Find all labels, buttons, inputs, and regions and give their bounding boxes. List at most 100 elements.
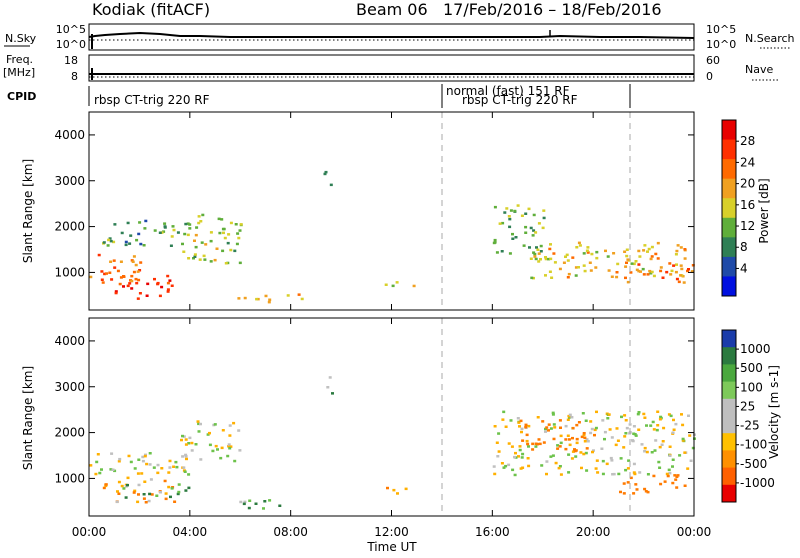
heatmap-cell — [202, 254, 206, 258]
heatmap-cell — [109, 239, 113, 243]
heatmap-cell — [126, 284, 130, 288]
heatmap-cell — [180, 438, 183, 442]
heatmap-cell — [656, 424, 660, 427]
heatmap-cell — [595, 410, 598, 414]
heatmap-cell — [537, 260, 541, 263]
heatmap-cell — [493, 425, 497, 428]
heatmap-cell — [691, 264, 695, 267]
heatmap-cell — [132, 255, 136, 258]
heatmap-cell — [659, 269, 663, 273]
heatmap-cell — [149, 478, 153, 481]
heatmap-cell — [228, 447, 232, 450]
heatmap-cell — [534, 257, 538, 261]
heatmap-cell — [675, 475, 679, 478]
heatmap-cell — [160, 467, 164, 470]
heatmap-cell — [643, 450, 647, 453]
heatmap-cell — [529, 226, 533, 230]
heatmap-cell — [190, 441, 194, 445]
heatmap-cell — [221, 227, 225, 231]
colorbar-tick-label: -500 — [740, 457, 767, 471]
heatmap-cell — [674, 422, 678, 426]
colorbar-swatch — [722, 217, 736, 238]
heatmap-cell — [672, 418, 675, 422]
heatmap-cell — [593, 428, 597, 432]
heatmap-cell — [559, 426, 562, 429]
colorbar-tick-label: -100 — [740, 438, 767, 452]
heatmap-cell — [162, 230, 166, 233]
heatmap-cell — [571, 256, 575, 259]
heatmap-cell — [634, 434, 638, 437]
heatmap-cell — [567, 471, 571, 474]
heatmap-cell — [183, 232, 187, 236]
heatmap-cell — [112, 240, 116, 244]
heatmap-cell — [201, 213, 205, 217]
heatmap-cell — [633, 472, 637, 476]
heatmap-cell — [668, 471, 672, 475]
heatmap-cell — [550, 276, 554, 279]
heatmap-cell — [412, 284, 416, 288]
freq-left-tick-bottom: 8 — [71, 70, 78, 83]
heatmap-cell — [118, 457, 122, 461]
heatmap-cell — [177, 490, 181, 494]
heatmap-cell — [507, 442, 511, 445]
heatmap-cell — [652, 474, 656, 478]
heatmap-cell — [116, 490, 119, 493]
heatmap-cell — [683, 257, 687, 260]
heatmap-cell — [544, 274, 547, 277]
heatmap-cell — [675, 486, 679, 489]
heatmap-cell — [513, 455, 516, 459]
heatmap-cell — [323, 172, 327, 176]
heatmap-cell — [221, 249, 225, 253]
heatmap-cell — [171, 225, 175, 228]
colorbar-swatch — [722, 178, 736, 199]
heatmap-cell — [549, 243, 552, 246]
heatmap-cell — [544, 430, 547, 433]
heatmap-cell — [586, 440, 590, 443]
heatmap-cell — [166, 281, 170, 285]
heatmap-cell — [577, 241, 581, 245]
heatmap-cell — [532, 276, 535, 280]
heatmap-cell — [524, 425, 528, 429]
heatmap-cell — [229, 445, 233, 448]
heatmap-cell — [168, 279, 172, 282]
heatmap-cell — [594, 426, 598, 430]
colorbar-tick-label: 1000 — [740, 342, 771, 356]
heatmap-cell — [658, 418, 662, 421]
cpid-segment-3: rbsp CT-trig 220 RF — [462, 93, 578, 107]
heatmap-cell — [615, 275, 619, 279]
heatmap-cell — [658, 445, 662, 449]
heatmap-cell — [659, 482, 663, 486]
heatmap-cell — [522, 244, 526, 247]
heatmap-cell — [503, 211, 507, 214]
heatmap-cell — [395, 281, 399, 284]
heatmap-cell — [126, 483, 129, 487]
heatmap-cell — [675, 249, 679, 253]
heatmap-cell — [672, 428, 676, 431]
heatmap-cell — [632, 492, 636, 495]
heatmap-cell — [268, 499, 272, 502]
heatmap-cell — [610, 436, 614, 439]
heatmap-cell — [501, 221, 505, 225]
heatmap-cell — [532, 213, 536, 217]
heatmap-cell — [213, 258, 217, 262]
heatmap-cell — [114, 290, 118, 293]
heatmap-cell — [496, 455, 500, 458]
heatmap-cell — [278, 504, 282, 507]
heatmap-cell — [559, 441, 563, 445]
heatmap-cell — [674, 270, 678, 274]
heatmap-cell — [136, 472, 140, 475]
heatmap-cell — [595, 250, 599, 254]
heatmap-cell — [144, 219, 148, 223]
heatmap-cell — [690, 270, 694, 273]
heatmap-cell — [537, 438, 541, 441]
heatmap-cell — [229, 221, 233, 225]
heatmap-cell — [646, 273, 650, 276]
heatmap-cell — [567, 438, 571, 441]
heatmap-cell — [594, 467, 598, 470]
heatmap-cell — [130, 279, 134, 283]
heatmap-cell — [137, 493, 140, 496]
heatmap-cell — [122, 487, 126, 490]
heatmap-cell — [656, 241, 660, 245]
heatmap-cell — [638, 471, 642, 474]
heatmap-cell — [679, 274, 683, 277]
